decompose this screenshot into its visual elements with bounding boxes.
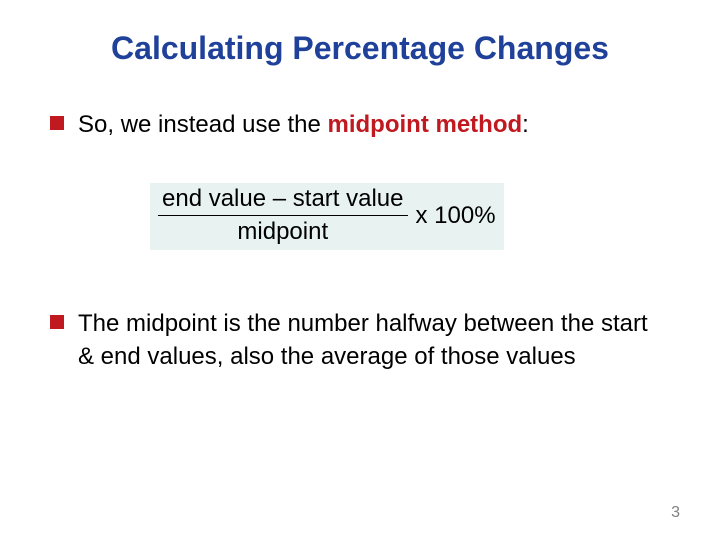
formula-box: end value – start value midpoint x 100% [150,183,504,250]
bullet-text: The midpoint is the number halfway betwe… [78,308,670,373]
formula-numerator: end value – start value [158,185,408,215]
slide: Calculating Percentage Changes So, we in… [0,0,720,540]
square-bullet-icon [50,116,64,130]
bullet-pre: The midpoint is the number halfway betwe… [78,310,648,369]
formula-fraction: end value – start value midpoint [158,185,408,246]
bullet-item: So, we instead use the midpoint method: [50,109,670,141]
bullet-pre: So, we instead use the [78,111,328,138]
formula-denominator: midpoint [233,216,332,246]
bullet-text: So, we instead use the midpoint method: [78,109,529,141]
slide-title: Calculating Percentage Changes [50,30,670,67]
formula-suffix: x 100% [416,202,496,230]
bullet-post: : [522,111,529,138]
bullet-item: The midpoint is the number halfway betwe… [50,308,670,373]
bullet-highlight: midpoint method [328,111,523,138]
page-number: 3 [671,504,680,522]
square-bullet-icon [50,315,64,329]
